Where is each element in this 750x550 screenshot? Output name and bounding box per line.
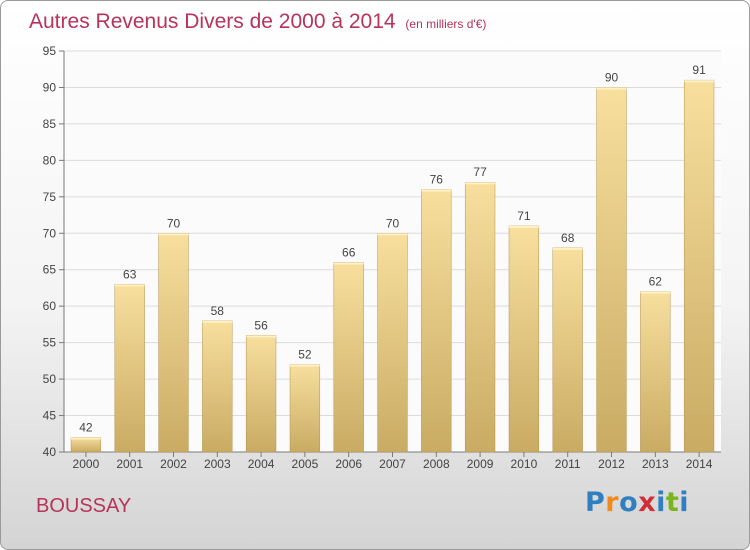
y-tick-label: 95 [43, 44, 57, 58]
bar-value-label: 42 [79, 420, 93, 434]
bar [202, 320, 233, 453]
bar [552, 247, 583, 453]
logo-letter: i [679, 487, 690, 518]
bar-highlight [596, 87, 627, 90]
y-tick-label: 65 [43, 263, 57, 277]
bar [333, 262, 364, 453]
bar-highlight [684, 80, 714, 83]
x-tick-label: 2003 [204, 457, 231, 471]
chart-title: Autres Revenus Divers de 2000 à 2014 (en… [29, 10, 486, 34]
logo-letter: P [585, 487, 606, 518]
bar [158, 233, 189, 453]
bar-highlight [377, 233, 408, 236]
y-tick-label: 60 [43, 299, 57, 313]
bar-value-label: 56 [254, 318, 268, 332]
bar [640, 291, 671, 453]
bar [596, 87, 627, 453]
y-tick-label: 40 [43, 445, 57, 459]
bar-highlight [71, 437, 101, 440]
bar-value-label: 66 [342, 245, 356, 259]
x-tick-label: 2014 [686, 457, 713, 471]
bar [683, 79, 715, 453]
bar-highlight [509, 225, 539, 228]
x-tick-label: 2006 [335, 457, 362, 471]
bar-value-label: 77 [473, 165, 487, 179]
logo-letter: x [638, 487, 657, 518]
bar-highlight [333, 262, 364, 265]
bar [289, 364, 321, 453]
bar [245, 335, 277, 453]
x-tick-label: 2011 [555, 457, 581, 471]
bar-highlight [290, 364, 320, 367]
bar-highlight [465, 182, 495, 185]
bar-value-label: 62 [649, 275, 663, 289]
logo-letter: t [665, 487, 680, 518]
x-tick-label: 2013 [642, 457, 669, 471]
y-tick-label: 50 [43, 372, 57, 386]
y-tick-label: 85 [43, 117, 57, 131]
bar [377, 233, 408, 453]
y-tick-label: 45 [43, 409, 57, 423]
bar [464, 181, 496, 453]
bar-value-label: 63 [123, 267, 137, 281]
logo-letter: o [619, 487, 639, 518]
bar [421, 189, 452, 453]
bar-highlight [552, 247, 583, 250]
x-tick-label: 2000 [73, 457, 100, 471]
bar-highlight [246, 335, 276, 338]
logo-letter: i [656, 487, 666, 518]
bar-value-label: 70 [167, 216, 181, 230]
bar-value-label: 71 [517, 209, 531, 223]
y-tick-label: 70 [43, 226, 57, 240]
bar-value-label: 90 [605, 70, 619, 84]
x-tick-label: 2001 [116, 457, 143, 471]
bar-highlight [640, 291, 671, 294]
y-tick-label: 55 [43, 336, 57, 350]
logo-letter: r [605, 487, 620, 518]
x-tick-label: 2002 [160, 457, 187, 471]
title-main: Autres Revenus Divers de 2000 à 2014 [29, 10, 396, 33]
x-tick-label: 2009 [467, 457, 494, 471]
bar [508, 225, 540, 453]
bar-highlight [158, 233, 189, 236]
x-tick-label: 2010 [511, 457, 538, 471]
y-tick-label: 80 [43, 153, 57, 167]
x-tick-label: 2008 [423, 457, 450, 471]
proxiti-logo: Proxiti [585, 487, 689, 518]
bar-value-label: 68 [561, 231, 575, 245]
title-unit: (en milliers d'€) [405, 17, 487, 31]
bar-value-label: 76 [430, 173, 444, 187]
bar-highlight [202, 320, 233, 323]
bar [70, 437, 102, 453]
x-tick-label: 2004 [248, 457, 275, 471]
y-tick-label: 75 [43, 190, 57, 204]
location-label: BOUSSAY [36, 495, 132, 517]
bar-value-label: 70 [386, 216, 400, 230]
bar-highlight [114, 284, 145, 287]
bar-value-label: 52 [298, 348, 312, 362]
y-tick-label: 90 [43, 80, 57, 94]
x-tick-label: 2005 [292, 457, 319, 471]
bar-value-label: 91 [692, 63, 706, 77]
bar [114, 284, 145, 453]
x-tick-label: 2007 [379, 457, 406, 471]
bar-highlight [421, 189, 452, 192]
bar-value-label: 58 [211, 304, 225, 318]
x-tick-label: 2012 [598, 457, 625, 471]
